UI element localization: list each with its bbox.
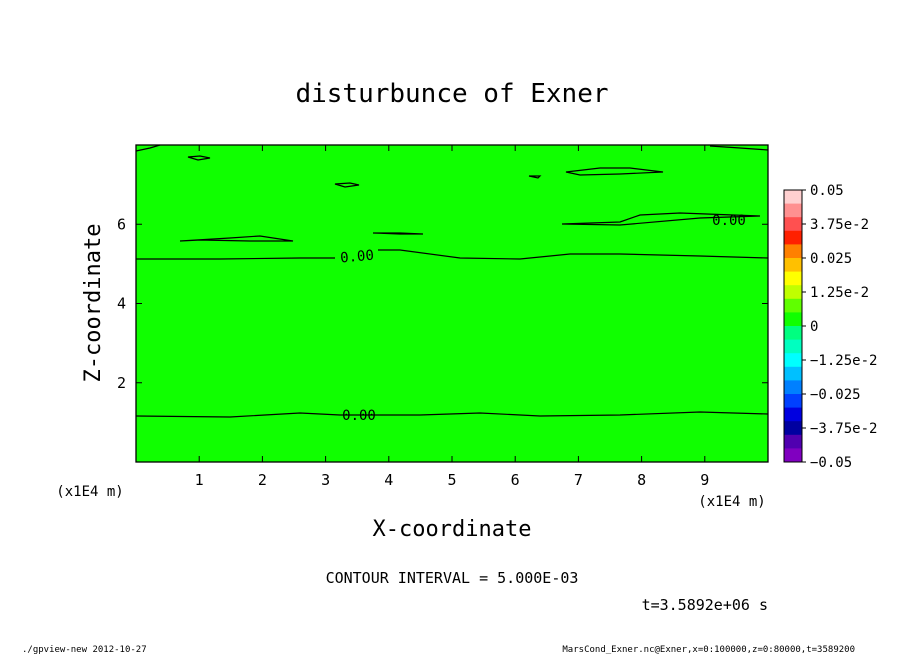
colorbar-segment [784, 380, 802, 395]
plot-area: 0.00 0.00 0.00 [135, 144, 769, 463]
colorbar-label: 0 [810, 319, 818, 335]
colorbar-segment [784, 298, 802, 313]
colorbar-segment [784, 217, 802, 232]
colorbar-label: 1.25e-2 [810, 285, 869, 301]
y-tick-label: 6 [117, 215, 126, 233]
y-tick-label: 2 [117, 374, 126, 392]
x-tick-label: 5 [447, 471, 456, 489]
x-tick-label: 3 [321, 471, 330, 489]
contour-blob-1 [179, 235, 294, 242]
contour-lines [135, 144, 769, 418]
x-unit-left: (x1E4 m) [56, 484, 123, 500]
x-tick-label: 2 [258, 471, 267, 489]
contour-blob-5 [334, 182, 360, 188]
x-tick-label: 7 [574, 471, 583, 489]
y-axis-ticks: 2 4 6 [117, 215, 768, 392]
colorbar-segment [784, 203, 802, 218]
colorbar-segment [784, 230, 802, 245]
colorbar-label: 3.75e-2 [810, 217, 869, 233]
x-unit-right: (x1E4 m) [698, 494, 765, 510]
colorbar-label: 0.025 [810, 251, 852, 267]
colorbar-segment [784, 434, 802, 449]
colorbar-label: −0.05 [810, 455, 852, 471]
contour-blob-2 [372, 232, 424, 235]
colorbar-segment [784, 353, 802, 368]
contour-line-low [135, 411, 769, 418]
colorbar-label: −3.75e-2 [810, 421, 877, 437]
x-tick-label: 4 [384, 471, 393, 489]
colorbar-segment [784, 312, 802, 327]
x-tick-label: 6 [511, 471, 520, 489]
x-tick-label: 1 [195, 471, 204, 489]
y-axis-label: Z-coordinate [81, 224, 106, 383]
colorbar-label: −0.025 [810, 387, 861, 403]
contour-blob-7 [528, 175, 542, 179]
colorbar-segment [784, 244, 802, 259]
x-axis-ticks: 1 2 3 4 5 6 7 8 9 [195, 145, 709, 489]
contour-label-upper: 0.00 [712, 213, 746, 229]
colorbar-label: 0.05 [810, 183, 844, 199]
colorbar-segment [784, 339, 802, 354]
colorbar [784, 190, 802, 463]
footer-right: MarsCond_Exner.nc@Exner,x=0:100000,z=0:8… [562, 645, 855, 654]
contour-blob-3 [561, 212, 761, 226]
colorbar-segment [784, 407, 802, 422]
contour-label-mid: 0.00 [340, 248, 375, 267]
x-tick-label: 8 [637, 471, 646, 489]
contour-label-low: 0.00 [342, 408, 376, 424]
contour-line-mid [136, 249, 769, 260]
y-tick-label: 4 [117, 295, 126, 313]
colorbar-label: −1.25e-2 [810, 353, 877, 369]
colorbar-segment [784, 258, 802, 273]
footer-left: ./gpview-new 2012-10-27 [22, 645, 147, 654]
contour-blob-4 [565, 167, 664, 176]
contour-top-right [709, 145, 769, 151]
colorbar-segment [784, 421, 802, 436]
time-label: t=3.5892e+06 s [642, 596, 768, 614]
contour-top-left [135, 144, 161, 152]
chart-title: disturbunce of Exner [295, 79, 608, 109]
contour-blob-6 [187, 155, 211, 161]
field-fill [136, 145, 768, 462]
colorbar-labels: 0.05 3.75e-2 0.025 1.25e-2 0 −1.25e-2 −0.025 −3… [802, 183, 877, 471]
contour-labels: 0.00 0.00 0.00 [340, 213, 746, 424]
colorbar-segment [784, 366, 802, 381]
colorbar-segment [784, 285, 802, 300]
x-axis-label: X-coordinate [373, 517, 532, 542]
colorbar-segment [784, 394, 802, 409]
colorbar-segment [784, 326, 802, 341]
x-tick-label: 9 [700, 471, 709, 489]
colorbar-segment [784, 271, 802, 286]
contour-interval: CONTOUR INTERVAL = 5.000E-03 [326, 569, 579, 587]
colorbar-segment [784, 448, 802, 463]
colorbar-segment [784, 190, 802, 205]
